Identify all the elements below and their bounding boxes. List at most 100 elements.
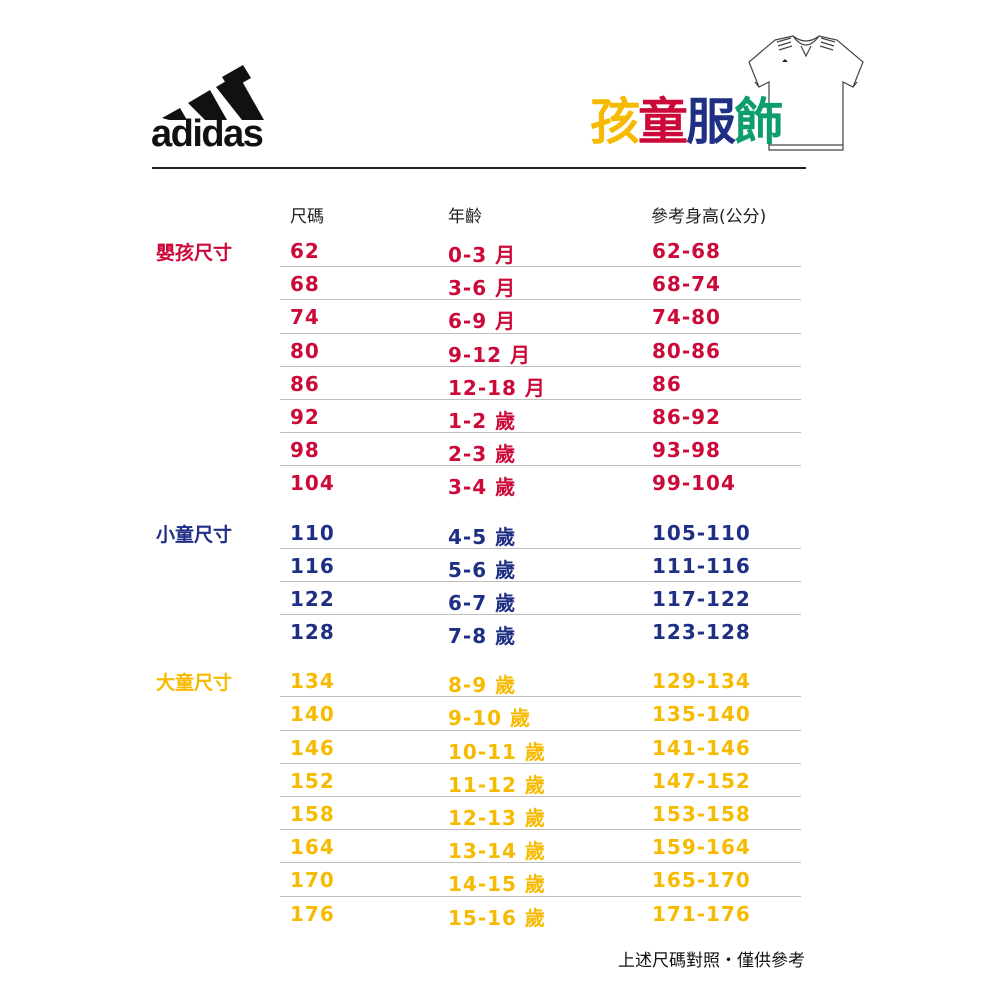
height-cell: 147-152 — [652, 768, 751, 793]
height-cell: 141-146 — [652, 735, 751, 760]
height-cell: 135-140 — [652, 702, 751, 727]
height-cell: 111-116 — [652, 553, 751, 578]
table-row: 128 7-8 歲 123-128 — [280, 615, 801, 648]
age-cell: 9-10 歲 — [448, 706, 532, 731]
table-row: 74 6-9 月 74-80 — [280, 300, 801, 334]
age-cell: 3-6 月 — [448, 276, 517, 301]
height-cell: 99-104 — [652, 471, 736, 496]
height-cell: 86-92 — [652, 404, 721, 429]
size-cell: 74 — [290, 305, 320, 330]
size-cell: 164 — [290, 835, 335, 860]
logo-wordmark: adidas — [151, 113, 264, 155]
age-cell: 14-15 歲 — [448, 872, 546, 897]
size-cell: 170 — [290, 868, 335, 893]
group-label: 小童尺寸 — [156, 523, 233, 546]
height-cell: 80-86 — [652, 338, 721, 363]
table-row: 134 8-9 歲 129-134 — [280, 664, 801, 698]
size-group: 大童尺寸 134 8-9 歲 129-134 140 9-10 歲 135-140 146 10… — [0, 664, 1000, 930]
age-cell: 1-2 歲 — [448, 408, 517, 433]
age-cell: 2-3 歲 — [448, 442, 517, 467]
age-cell: 0-3 月 — [448, 243, 517, 267]
age-cell: 10-11 歲 — [448, 739, 546, 764]
title-char: 飾 — [734, 93, 784, 151]
title-char: 孩 — [590, 93, 640, 151]
age-cell: 12-18 月 — [448, 375, 546, 400]
size-group: 小童尺寸 110 4-5 歲 105-110 116 5-6 歲 111-116 122 6-7… — [0, 516, 1000, 649]
age-cell: 11-12 歲 — [448, 772, 546, 797]
size-cell: 128 — [290, 620, 335, 645]
size-cell: 146 — [290, 735, 335, 760]
group-label: 嬰孩尺寸 — [156, 242, 233, 264]
size-cell: 158 — [290, 802, 335, 826]
table-row: 140 9-10 歲 135-140 — [280, 697, 801, 731]
age-cell: 13-14 歲 — [448, 839, 546, 864]
size-cell: 116 — [290, 553, 335, 578]
height-cell: 93-98 — [652, 438, 721, 463]
age-cell: 6-7 歲 — [448, 590, 517, 615]
age-cell: 5-6 歲 — [448, 557, 517, 582]
page-title: 孩童服飾 — [590, 92, 784, 152]
table-row: 158 12-13 歲 153-158 — [280, 797, 801, 831]
table-row: 176 15-16 歲 171-176 — [280, 897, 801, 930]
age-cell: 7-8 歲 — [448, 624, 517, 649]
adidas-logo — [162, 65, 264, 120]
title-char: 童 — [638, 93, 688, 151]
height-cell: 171-176 — [652, 901, 751, 926]
footer-note: 上述尺碼對照・僅供參考 — [618, 951, 805, 971]
jersey-illustration — [748, 35, 864, 151]
age-cell: 4-5 歲 — [448, 524, 517, 549]
table-row: 152 11-12 歲 147-152 — [280, 764, 801, 797]
table-row: 92 1-2 歲 86-92 — [280, 400, 801, 434]
height-cell: 165-170 — [652, 868, 751, 893]
table-row: 104 3-4 歲 99-104 — [280, 466, 801, 499]
height-cell: 153-158 — [652, 802, 751, 826]
size-cell: 62 — [290, 239, 320, 263]
header-height: 參考身高(公分) — [651, 207, 767, 227]
height-cell: 62-68 — [652, 239, 721, 263]
header-age: 年齡 — [448, 207, 482, 227]
size-cell: 152 — [290, 768, 335, 793]
table-row: 164 13-14 歲 159-164 — [280, 830, 801, 864]
table-row: 146 10-11 歲 141-146 — [280, 731, 801, 764]
age-cell: 15-16 歲 — [448, 905, 546, 930]
group-label: 大童尺寸 — [156, 672, 233, 695]
height-cell: 123-128 — [652, 620, 751, 645]
title-char: 服 — [686, 93, 736, 151]
table-row: 122 6-7 歲 117-122 — [280, 582, 801, 616]
size-cell: 176 — [290, 901, 335, 926]
size-cell: 104 — [290, 471, 335, 496]
table-row: 62 0-3 月 62-68 — [280, 234, 801, 268]
table-row: 170 14-15 歲 165-170 — [280, 863, 801, 897]
height-cell: 105-110 — [652, 520, 751, 545]
age-cell: 8-9 歲 — [448, 673, 517, 698]
size-group: 嬰孩尺寸 62 0-3 月 62-68 68 3-6 月 68-74 74 6-9 月 74-80… — [0, 234, 1000, 500]
height-cell: 117-122 — [652, 586, 751, 611]
height-cell: 86 — [652, 371, 682, 396]
age-cell: 9-12 月 — [448, 342, 532, 367]
size-cell: 122 — [290, 586, 335, 611]
size-cell: 134 — [290, 669, 335, 694]
table-row: 68 3-6 月 68-74 — [280, 267, 801, 301]
height-cell: 74-80 — [652, 305, 721, 330]
size-cell: 98 — [290, 438, 320, 463]
table-row: 86 12-18 月 86 — [280, 367, 801, 400]
height-cell: 68-74 — [652, 272, 721, 297]
header-divider — [152, 167, 806, 169]
table-row: 116 5-6 歲 111-116 — [280, 549, 801, 582]
size-cell: 80 — [290, 338, 320, 363]
size-cell: 110 — [290, 520, 335, 545]
age-cell: 3-4 歲 — [448, 475, 517, 500]
table-row: 110 4-5 歲 105-110 — [280, 516, 801, 549]
header-size: 尺碼 — [290, 207, 324, 227]
height-cell: 129-134 — [652, 669, 751, 694]
size-cell: 92 — [290, 404, 320, 429]
size-cell: 86 — [290, 371, 320, 396]
size-table: 嬰孩尺寸 62 0-3 月 62-68 68 3-6 月 68-74 74 6-9 月 74-80… — [0, 234, 1000, 946]
age-cell: 6-9 月 — [448, 309, 517, 334]
table-row: 98 2-3 歲 93-98 — [280, 433, 801, 467]
table-row: 80 9-12 月 80-86 — [280, 334, 801, 367]
age-cell: 12-13 歲 — [448, 806, 546, 830]
height-cell: 159-164 — [652, 835, 751, 860]
size-cell: 68 — [290, 272, 320, 297]
size-cell: 140 — [290, 702, 335, 727]
